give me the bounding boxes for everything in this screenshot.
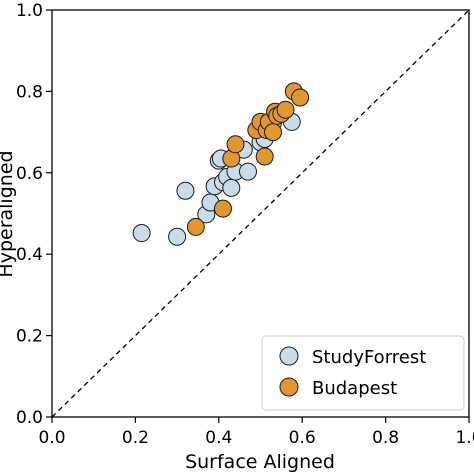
budapest-point: [186, 217, 205, 236]
x-tick-label: 0.2: [122, 428, 149, 448]
identity-reference-line: [51, 9, 470, 418]
legend-marker-studyforrest: [279, 346, 299, 366]
x-tick-label: 0.8: [372, 428, 399, 448]
y-axis: 0.0 0.2 0.4 0.6 0.8 1.0: [16, 1, 52, 428]
series-studyforrest: [132, 112, 301, 246]
budapest-point: [226, 135, 245, 154]
legend: StudyForrest Budapest: [261, 335, 465, 411]
y-axis-label: Hyperaligned: [0, 150, 17, 277]
budapest-point: [255, 147, 274, 166]
x-tick-label: 0.0: [38, 428, 65, 448]
studyforrest-point: [132, 224, 151, 243]
series-budapest: [186, 82, 310, 236]
y-tick-label: 0.4: [16, 245, 43, 265]
studyforrest-point: [238, 162, 257, 181]
x-axis-label: Surface Aligned: [185, 451, 335, 473]
legend-label-studyforrest: StudyForrest: [312, 347, 426, 368]
legend-label-budapest: Budapest: [312, 378, 397, 399]
plot-frame: [51, 9, 470, 418]
y-tick-label: 0.2: [16, 327, 43, 347]
legend-box: [261, 335, 465, 411]
studyforrest-point: [168, 227, 187, 246]
x-axis: 0.0 0.2 0.4 0.6 0.8 1.0: [38, 417, 474, 448]
y-tick-label: 0.0: [16, 408, 43, 428]
budapest-point: [276, 100, 295, 119]
x-tick-label: 0.6: [289, 428, 316, 448]
budapest-point: [291, 88, 310, 107]
studyforrest-point: [222, 178, 241, 197]
y-tick-label: 0.6: [16, 164, 43, 184]
y-tick-label: 1.0: [16, 1, 43, 21]
budapest-point: [213, 199, 232, 218]
budapest-point: [264, 123, 283, 142]
x-tick-label: 0.4: [205, 428, 232, 448]
y-tick-label: 0.8: [16, 82, 43, 102]
x-tick-label: 1.0: [455, 428, 474, 448]
studyforrest-point: [176, 181, 195, 200]
legend-marker-budapest: [279, 377, 299, 397]
